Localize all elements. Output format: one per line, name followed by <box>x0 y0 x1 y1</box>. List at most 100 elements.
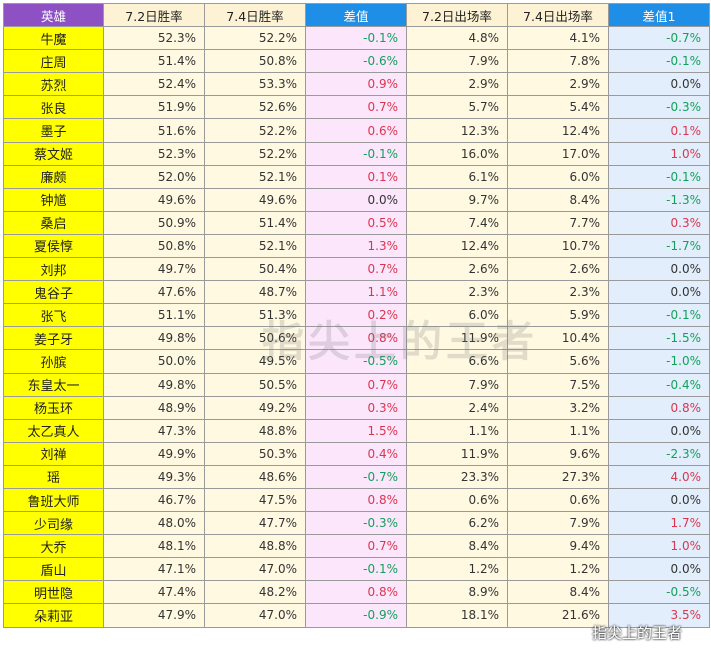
cell-winrate-0704: 50.4% <box>204 257 306 282</box>
cell-pickrate-0704: 6.0% <box>507 164 609 189</box>
cell-winrate-diff: -0.5% <box>305 349 407 374</box>
cell-pickrate-0702: 11.9% <box>406 441 508 466</box>
cell-winrate-0702: 50.9% <box>103 210 205 235</box>
cell-pickrate-0704: 2.6% <box>507 257 609 282</box>
cell-pickrate-diff: 0.0% <box>608 557 710 582</box>
cell-winrate-0704: 52.1% <box>204 233 306 259</box>
cell-hero-name: 姜子牙 <box>3 326 104 351</box>
cell-winrate-0704: 48.7% <box>204 280 306 305</box>
header-winrate-diff: 差值 <box>305 2 407 28</box>
cell-pickrate-diff: 3.5% <box>608 603 710 628</box>
cell-winrate-0704: 47.5% <box>204 487 306 513</box>
cell-pickrate-0702: 5.7% <box>406 95 508 120</box>
cell-winrate-diff: 0.9% <box>305 72 407 97</box>
cell-pickrate-diff: -2.3% <box>608 441 710 466</box>
cell-winrate-diff: -0.1% <box>305 141 407 166</box>
cell-winrate-diff: -0.3% <box>305 511 407 536</box>
cell-pickrate-0702: 12.3% <box>406 118 508 143</box>
cell-pickrate-0704: 4.1% <box>507 26 609 51</box>
cell-pickrate-0702: 8.4% <box>406 534 508 559</box>
table-row: 盾山 47.1% 47.0% -0.1% 1.2% 1.2% 0.0% <box>3 557 710 582</box>
cell-winrate-diff: 0.5% <box>305 210 407 235</box>
cell-hero-name: 张飞 <box>3 303 104 328</box>
cell-pickrate-diff: 0.0% <box>608 257 710 282</box>
cell-pickrate-0704: 10.4% <box>507 326 609 351</box>
cell-winrate-diff: 1.3% <box>305 233 407 259</box>
cell-winrate-0702: 51.6% <box>103 118 205 143</box>
cell-winrate-0702: 49.9% <box>103 441 205 466</box>
cell-hero-name: 夏侯惇 <box>3 233 104 259</box>
cell-pickrate-0704: 8.4% <box>507 187 609 212</box>
cell-winrate-0704: 48.6% <box>204 464 306 489</box>
cell-hero-name: 孙膑 <box>3 349 104 374</box>
cell-winrate-0702: 49.8% <box>103 372 205 397</box>
cell-hero-name: 桑启 <box>3 210 104 235</box>
cell-winrate-0702: 47.1% <box>103 557 205 582</box>
cell-winrate-0702: 47.4% <box>103 580 205 605</box>
cell-winrate-0702: 51.4% <box>103 49 205 74</box>
cell-pickrate-0702: 0.6% <box>406 487 508 513</box>
cell-winrate-diff: 0.6% <box>305 118 407 143</box>
table-row: 廉颇 52.0% 52.1% 0.1% 6.1% 6.0% -0.1% <box>3 164 710 189</box>
cell-pickrate-diff: -1.7% <box>608 233 710 259</box>
cell-winrate-0702: 47.6% <box>103 280 205 305</box>
table-row: 刘禅 49.9% 50.3% 0.4% 11.9% 9.6% -2.3% <box>3 441 710 466</box>
table-row: 孙膑 50.0% 49.5% -0.5% 6.6% 5.6% -1.0% <box>3 349 710 374</box>
cell-hero-name: 大乔 <box>3 534 104 559</box>
cell-pickrate-0704: 12.4% <box>507 118 609 143</box>
cell-winrate-0704: 47.0% <box>204 557 306 582</box>
cell-pickrate-0702: 1.1% <box>406 418 508 443</box>
cell-pickrate-0704: 27.3% <box>507 464 609 489</box>
cell-hero-name: 明世隐 <box>3 580 104 605</box>
header-pickrate-0704: 7.4日出场率 <box>507 2 609 28</box>
table-row: 瑶 49.3% 48.6% -0.7% 23.3% 27.3% 4.0% <box>3 464 710 489</box>
cell-winrate-0702: 48.9% <box>103 395 205 420</box>
cell-pickrate-diff: -1.3% <box>608 187 710 212</box>
cell-pickrate-0704: 7.9% <box>507 511 609 536</box>
cell-hero-name: 墨子 <box>3 118 104 143</box>
table-row: 朵莉亚 47.9% 47.0% -0.9% 18.1% 21.6% 3.5% <box>3 603 710 628</box>
cell-pickrate-0704: 17.0% <box>507 141 609 166</box>
cell-winrate-diff: -0.6% <box>305 49 407 74</box>
cell-hero-name: 刘邦 <box>3 257 104 282</box>
cell-pickrate-0702: 2.9% <box>406 72 508 97</box>
table-row: 苏烈 52.4% 53.3% 0.9% 2.9% 2.9% 0.0% <box>3 72 710 97</box>
cell-pickrate-0704: 5.4% <box>507 95 609 120</box>
cell-winrate-0704: 48.2% <box>204 580 306 605</box>
cell-winrate-0702: 52.3% <box>103 141 205 166</box>
cell-pickrate-diff: 0.1% <box>608 118 710 143</box>
table-row: 蔡文姬 52.3% 52.2% -0.1% 16.0% 17.0% 1.0% <box>3 141 710 166</box>
cell-pickrate-0704: 7.5% <box>507 372 609 397</box>
cell-winrate-diff: 0.4% <box>305 441 407 466</box>
cell-pickrate-0702: 23.3% <box>406 464 508 489</box>
table-row: 明世隐 47.4% 48.2% 0.8% 8.9% 8.4% -0.5% <box>3 580 710 605</box>
table-row: 庄周 51.4% 50.8% -0.6% 7.9% 7.8% -0.1% <box>3 49 710 74</box>
cell-pickrate-diff: 0.3% <box>608 210 710 235</box>
cell-pickrate-0704: 10.7% <box>507 233 609 259</box>
cell-pickrate-diff: -0.3% <box>608 95 710 120</box>
cell-pickrate-0702: 1.2% <box>406 557 508 582</box>
cell-pickrate-0702: 6.2% <box>406 511 508 536</box>
table-body: 牛魔 52.3% 52.2% -0.1% 4.8% 4.1% -0.7% 庄周 51.4% 50.… <box>3 26 710 628</box>
cell-pickrate-0704: 9.4% <box>507 534 609 559</box>
table-row: 太乙真人 47.3% 48.8% 1.5% 1.1% 1.1% 0.0% <box>3 418 710 443</box>
cell-pickrate-0702: 8.9% <box>406 580 508 605</box>
table-row: 刘邦 49.7% 50.4% 0.7% 2.6% 2.6% 0.0% <box>3 257 710 282</box>
cell-winrate-diff: -0.1% <box>305 557 407 582</box>
cell-winrate-diff: 0.8% <box>305 487 407 513</box>
cell-winrate-0704: 52.1% <box>204 164 306 189</box>
cell-pickrate-0702: 4.8% <box>406 26 508 51</box>
cell-winrate-0702: 50.8% <box>103 233 205 259</box>
cell-winrate-diff: -0.1% <box>305 26 407 51</box>
cell-winrate-0702: 51.9% <box>103 95 205 120</box>
table-row: 钟馗 49.6% 49.6% 0.0% 9.7% 8.4% -1.3% <box>3 187 710 212</box>
cell-pickrate-0704: 2.3% <box>507 280 609 305</box>
cell-pickrate-0702: 7.4% <box>406 210 508 235</box>
cell-pickrate-diff: 1.7% <box>608 511 710 536</box>
cell-winrate-0704: 49.6% <box>204 187 306 212</box>
cell-winrate-0702: 49.8% <box>103 326 205 351</box>
cell-pickrate-0704: 7.7% <box>507 210 609 235</box>
cell-hero-name: 盾山 <box>3 557 104 582</box>
cell-winrate-0702: 48.0% <box>103 511 205 536</box>
cell-winrate-diff: -0.7% <box>305 464 407 489</box>
